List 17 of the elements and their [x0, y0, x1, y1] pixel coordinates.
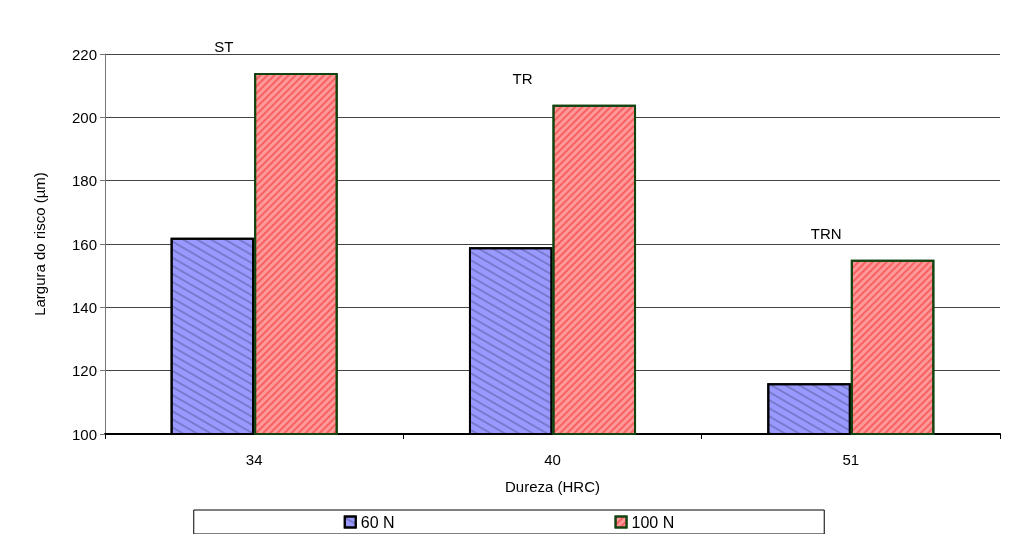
annotation: TRN: [810, 224, 842, 242]
x-tick-label: 51: [842, 451, 860, 468]
annotation: ST: [214, 38, 234, 55]
annotation: TR: [512, 69, 533, 87]
y-axis-title: Largura do risco (µm): [31, 172, 48, 316]
x-tick-label: 34: [245, 451, 263, 468]
legend-label: 60 N: [360, 513, 395, 531]
legend-label: 100 N: [631, 513, 675, 531]
y-tick-label: 120: [71, 362, 97, 380]
y-tick-label: 140: [71, 298, 97, 316]
x-tick-label: 40: [544, 451, 561, 468]
y-tick-label: 160: [71, 235, 97, 253]
y-tick-label: 180: [71, 172, 97, 190]
y-tick-label: 220: [71, 45, 97, 63]
y-tick-label: 200: [71, 108, 97, 126]
x-axis-title: Dureza (HRC): [504, 478, 601, 495]
y-tick-label: 100: [71, 425, 97, 443]
